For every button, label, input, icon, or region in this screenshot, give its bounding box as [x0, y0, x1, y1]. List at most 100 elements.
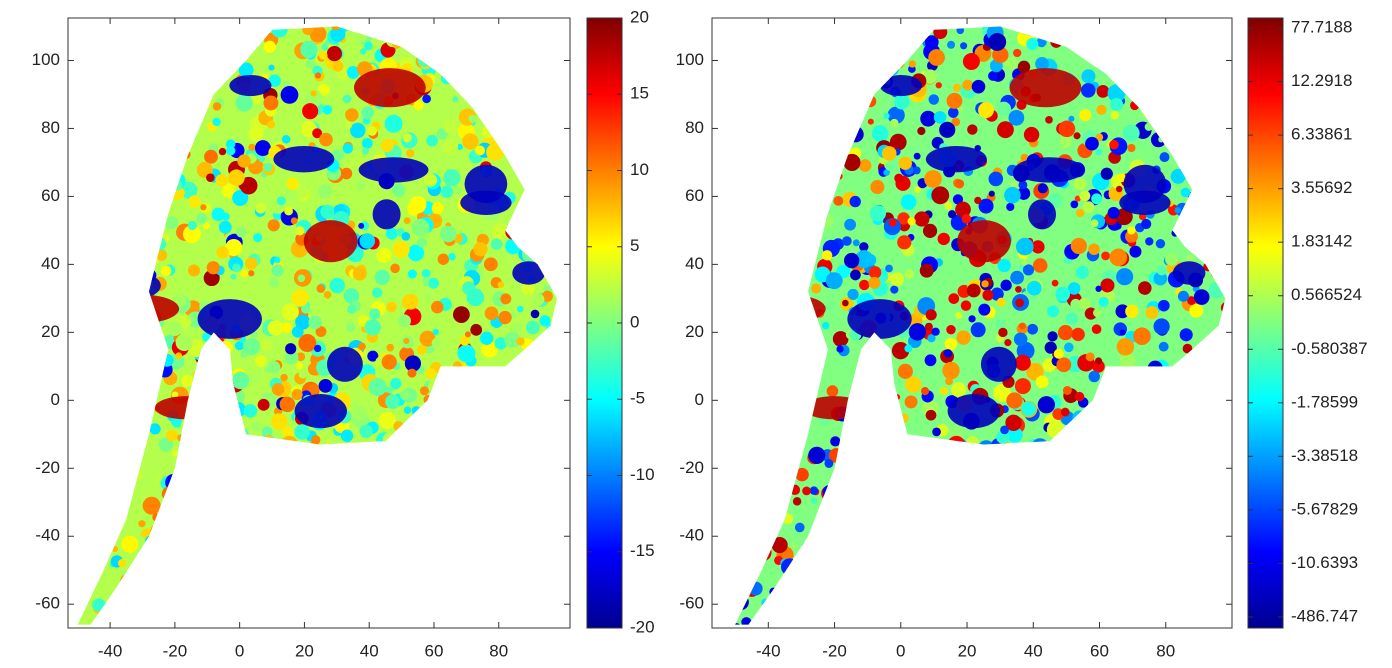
heatmap-cell: [477, 39, 486, 48]
heatmap-cell: [1143, 452, 1156, 464]
heatmap-cell: [495, 424, 509, 438]
heatmap-cell: [187, 609, 200, 621]
heatmap-cell: [1085, 136, 1099, 151]
heatmap-cell: [1005, 414, 1022, 431]
heatmap-cell: [782, 158, 797, 173]
heatmap-cell: [492, 79, 504, 91]
heatmap-cell: [129, 348, 146, 365]
heatmap-cell: [92, 39, 100, 46]
heatmap-cell: [149, 532, 159, 542]
y-tick-label: 0: [51, 390, 60, 409]
heatmap-cell: [85, 145, 98, 158]
heatmap-cell: [181, 554, 195, 568]
heatmap-cell: [1027, 323, 1038, 335]
heatmap-cell: [1151, 415, 1162, 426]
heatmap-cell: [750, 121, 769, 139]
heatmap-cell: [885, 264, 893, 273]
heatmap-cell: [428, 54, 438, 64]
heatmap-cell: [1141, 575, 1157, 591]
heatmap-cell: [223, 582, 242, 601]
heatmap-cell: [1189, 163, 1198, 172]
heatmap-cell: [1167, 112, 1179, 124]
heatmap-cell: [943, 467, 955, 479]
heatmap-cell: [866, 492, 878, 504]
heatmap-cell: [490, 584, 499, 593]
heatmap-cell: [1180, 187, 1191, 198]
heatmap-cell: [1070, 298, 1081, 310]
heatmap-cell: [148, 215, 166, 234]
heatmap-cell: [165, 559, 175, 568]
heatmap-cell: [149, 423, 161, 435]
heatmap-cell: [232, 263, 241, 273]
heatmap-cell: [706, 282, 721, 297]
heatmap-cell: [167, 157, 178, 169]
heatmap-cell: [359, 233, 376, 249]
heatmap-cell: [1203, 110, 1221, 128]
heatmap-cell: [369, 308, 381, 320]
heatmap-cell: [117, 26, 130, 32]
heatmap-cell: [965, 521, 977, 533]
heatmap-cell: [1202, 392, 1210, 400]
heatmap-cell: [498, 310, 512, 325]
heatmap-cell: [789, 206, 803, 220]
heatmap-cell: [948, 440, 966, 458]
colorbar-label: -5.67829: [1291, 499, 1358, 518]
heatmap-cell: [425, 521, 434, 531]
heatmap-cell: [321, 43, 329, 51]
heatmap-cell: [498, 459, 508, 469]
heatmap-cell: [491, 445, 503, 457]
heatmap-cell: [80, 101, 91, 112]
heatmap-cell: [715, 280, 730, 295]
heatmap-cell: [112, 545, 119, 553]
heatmap-cell: [1154, 26, 1161, 28]
heatmap-cell: [839, 56, 858, 75]
heatmap-cell: [1201, 581, 1209, 589]
heatmap-cell: [1127, 143, 1136, 153]
heatmap-cell: [112, 325, 131, 343]
heatmap-cell: [1035, 375, 1049, 389]
heatmap-cell: [1215, 496, 1226, 508]
heatmap-cell: [1092, 423, 1108, 440]
heatmap-cell: [93, 199, 108, 214]
heatmap-cell: [269, 277, 280, 288]
heatmap-cell: [518, 30, 530, 42]
x-tick-label: 0: [896, 641, 905, 660]
heatmap-cell: [88, 39, 105, 55]
heatmap-cell: [741, 617, 752, 625]
heatmap-cell: [294, 185, 308, 199]
heatmap-cell: [1182, 438, 1192, 449]
heatmap-cell: [314, 495, 324, 505]
heatmap-cell: [180, 181, 198, 199]
heatmap-cell: [451, 370, 460, 379]
heatmap-cell: [531, 577, 549, 595]
heatmap-cell: [171, 179, 183, 191]
heatmap-cell: [1081, 519, 1097, 535]
heatmap-cell: [276, 196, 286, 206]
heatmap-cell: [352, 266, 367, 281]
heatmap-cell: [832, 331, 849, 347]
heatmap-cell: [406, 149, 415, 158]
colorbar-label: -486.747: [1291, 606, 1358, 625]
heatmap-cell: [1171, 229, 1179, 237]
heatmap-cell: [882, 524, 895, 537]
heatmap-cell: [283, 448, 293, 458]
heatmap-cell: [361, 106, 374, 119]
heatmap-cell: [912, 166, 921, 175]
heatmap-cell: [898, 512, 915, 529]
heatmap-cell: [708, 470, 724, 486]
heatmap-cell: [1145, 470, 1154, 479]
heatmap-cell: [735, 196, 743, 215]
heatmap-cell: [821, 321, 830, 330]
heatmap-blob: [925, 146, 987, 173]
heatmap-cell: [960, 472, 970, 481]
heatmap-cell: [378, 443, 393, 458]
heatmap-cell: [106, 305, 119, 318]
heatmap-cell: [117, 558, 127, 568]
heatmap-cell: [382, 432, 397, 446]
heatmap-cell: [1174, 26, 1191, 36]
heatmap-cell: [384, 114, 403, 133]
heatmap-cell: [539, 39, 553, 54]
heatmap-cell: [193, 606, 208, 620]
heatmap-cell: [1187, 499, 1205, 517]
heatmap-cell: [894, 94, 910, 110]
